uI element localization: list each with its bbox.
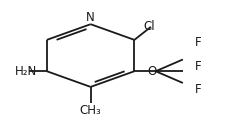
Text: F: F xyxy=(195,83,201,96)
Text: F: F xyxy=(195,60,201,72)
Text: Cl: Cl xyxy=(144,20,155,33)
Text: N: N xyxy=(86,11,95,24)
Text: O: O xyxy=(147,65,157,78)
Text: CH₃: CH₃ xyxy=(80,104,101,117)
Text: F: F xyxy=(195,36,201,49)
Text: H₂N: H₂N xyxy=(15,65,37,78)
